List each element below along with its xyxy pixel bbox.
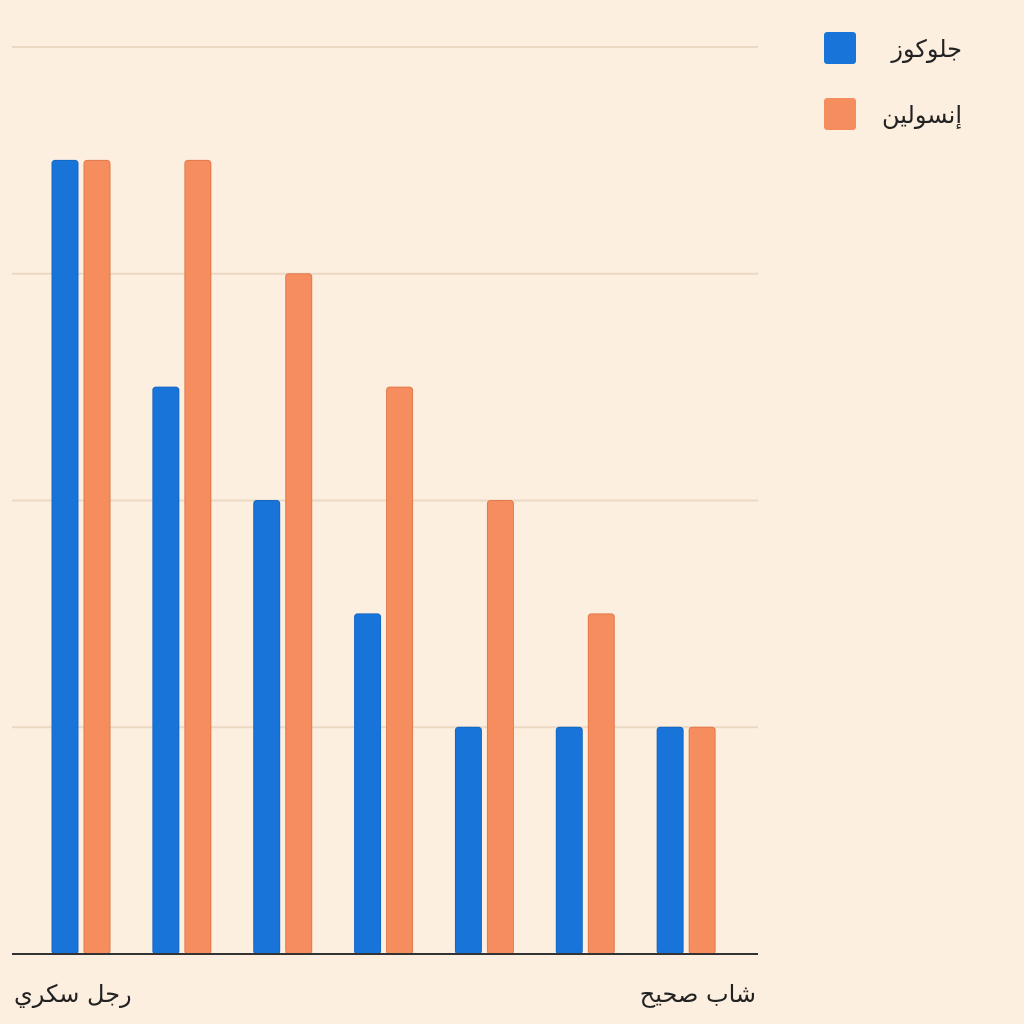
grid-lines	[12, 46, 758, 729]
bar-series-0-cat-1	[51, 159, 79, 955]
bar-series-1-cat-5	[486, 500, 514, 955]
legend-swatch-glucose	[824, 32, 856, 64]
bar-series-1-cat-7	[688, 726, 716, 955]
bar-series-1-cat-2	[184, 159, 212, 955]
bar-series-0-cat-6	[555, 726, 583, 955]
legend-swatch-insulin	[824, 98, 856, 130]
bar-series-0-cat-4	[354, 613, 382, 955]
bar-series-1-cat-6	[587, 613, 615, 955]
x-label-left: رجل سكري	[14, 980, 132, 1008]
bar-series-1-cat-4	[386, 386, 414, 955]
bar-series-0-cat-7	[656, 726, 684, 955]
bar-series-0-cat-5	[454, 726, 482, 955]
legend-label-glucose: جلوكوز	[890, 35, 962, 63]
legend-label-insulin: إنسولين	[882, 101, 962, 130]
bar-series-0-cat-3	[253, 500, 281, 955]
bar-series-1-cat-3	[285, 273, 313, 955]
bars	[51, 159, 716, 955]
legend: جلوكوز إنسولين	[824, 32, 962, 130]
bar-series-1-cat-1	[83, 159, 111, 955]
bar-series-0-cat-2	[152, 386, 180, 955]
x-label-right: شاب صحيح	[640, 980, 756, 1008]
